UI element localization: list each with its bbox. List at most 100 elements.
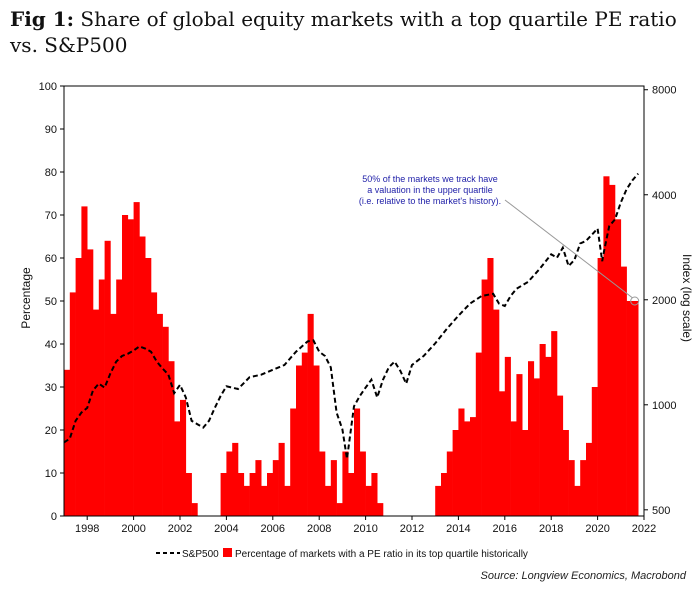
chart-title: Fig 1: Share of global equity markets wi… (10, 6, 690, 58)
bar (348, 473, 355, 516)
bar (284, 485, 291, 516)
bar (301, 352, 308, 516)
annotation: 50% of the markets we track have a valua… (359, 174, 640, 306)
bar (464, 421, 471, 516)
bar (580, 460, 587, 516)
legend-swatch-percentage (223, 548, 232, 557)
bar (296, 365, 303, 516)
bar (104, 240, 111, 517)
bar (330, 460, 337, 516)
bar (470, 417, 477, 516)
bar (87, 249, 94, 516)
bar (174, 421, 181, 516)
bar (307, 313, 314, 516)
bar (586, 442, 593, 516)
bar (191, 503, 198, 516)
annotation-pointer (504, 199, 634, 299)
bar (249, 473, 256, 516)
y-tick-label: 100 (39, 81, 57, 93)
bar (110, 313, 117, 516)
annotation-line-1: 50% of the markets we track have (362, 174, 498, 184)
x-tick-label: 1998 (75, 523, 99, 535)
bar (359, 451, 366, 516)
legend-label-percentage: Percentage of markets with a PE ratio in… (235, 549, 528, 560)
bar (226, 451, 233, 516)
bar (458, 408, 465, 516)
y-axis-label: Percentage (19, 267, 33, 329)
bar (441, 473, 448, 516)
bar (533, 378, 540, 516)
bar (156, 313, 163, 516)
annotation-line-3: (i.e. relative to the market's history). (359, 196, 501, 206)
bar (336, 503, 343, 516)
y-tick-label: 80 (45, 167, 57, 179)
x-tick-label: 2006 (261, 523, 285, 535)
bar (481, 279, 488, 516)
legend-label-sp500: S&P500 (182, 549, 219, 560)
bar (615, 219, 622, 517)
y2-tick-label: 4000 (652, 190, 676, 202)
bar (620, 266, 627, 516)
bar (632, 301, 639, 516)
bar (255, 460, 262, 516)
y-axis-left: 0 10 20 30 40 50 60 70 80 90 100 (39, 81, 64, 523)
y2-axis-label: Index (log scale) (680, 254, 694, 342)
bar (232, 442, 239, 516)
bar (325, 485, 332, 516)
bar (319, 451, 326, 516)
bar (139, 236, 146, 516)
y2-tick-label: 2000 (652, 295, 676, 307)
bar (93, 309, 100, 516)
bar (243, 485, 250, 516)
y2-tick-label: 500 (652, 505, 670, 517)
x-tick-label: 2008 (307, 523, 331, 535)
x-tick-label: 2016 (493, 523, 517, 535)
x-tick-label: 2002 (168, 523, 192, 535)
x-tick-label: 2022 (632, 523, 656, 535)
x-tick-label: 2020 (585, 523, 609, 535)
bar (261, 485, 268, 516)
bar (185, 473, 192, 516)
y2-tick-label: 8000 (652, 85, 676, 97)
bar (504, 356, 511, 516)
bar (168, 361, 175, 516)
y-tick-label: 20 (45, 425, 57, 437)
bar (435, 485, 442, 516)
bar (354, 408, 361, 516)
bar (597, 258, 604, 516)
bar (562, 430, 569, 516)
bar (64, 369, 71, 516)
bar (162, 326, 169, 516)
bar (551, 331, 558, 516)
bar (487, 258, 494, 516)
figure-label: Fig 1: (10, 7, 75, 31)
y-axis-right: 500 1000 2000 4000 8000 (644, 85, 676, 517)
bar (539, 344, 546, 516)
annotation-line-2: a valuation in the upper quartile (367, 185, 493, 195)
bar (278, 442, 285, 516)
y-tick-label: 30 (45, 382, 57, 394)
bar (342, 451, 349, 516)
bar (609, 184, 616, 516)
bar (180, 399, 187, 516)
bar (371, 473, 378, 516)
y-tick-label: 0 (51, 511, 57, 523)
bar (591, 387, 598, 516)
bar (238, 473, 245, 516)
bar (568, 460, 575, 516)
bar (69, 292, 76, 516)
bar (116, 279, 123, 516)
bar (290, 408, 297, 516)
bar (499, 391, 506, 516)
bar (151, 292, 158, 516)
y-tick-label: 60 (45, 253, 57, 265)
y-tick-label: 50 (45, 296, 57, 308)
bar (377, 503, 384, 516)
bar (272, 460, 279, 516)
bar (127, 219, 134, 517)
line-layer (63, 172, 639, 459)
x-tick-label: 2000 (121, 523, 145, 535)
x-axis: 1998 2000 2002 2004 2006 2008 2010 2012 2014 2016… (75, 516, 656, 535)
legend: S&P500 Percentage of markets with a PE r… (156, 548, 528, 560)
